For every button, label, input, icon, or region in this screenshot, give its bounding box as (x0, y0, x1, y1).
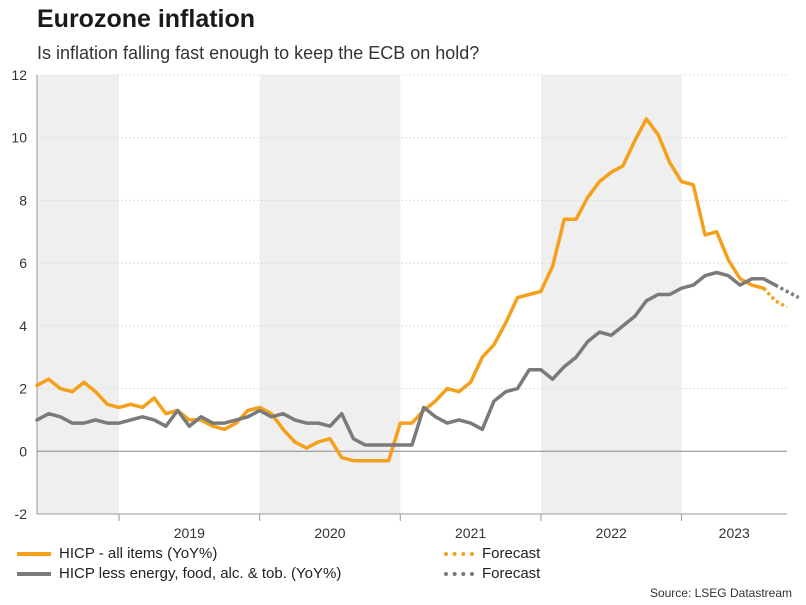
y-axis-ticks: -2 0 2 4 6 8 10 12 (11, 67, 27, 522)
y-tick-label: -2 (15, 506, 28, 522)
x-tick-label: 2023 (719, 525, 750, 541)
legend-label-core: HICP less energy, food, alc. & tob. (YoY… (59, 565, 342, 582)
y-tick-label: 2 (19, 381, 27, 397)
x-tick-label: 2022 (596, 525, 627, 541)
shaded-period (259, 75, 401, 514)
legend-label-hicp-forecast: Forecast (482, 545, 541, 562)
gridlines (37, 74, 787, 390)
chart-title: Eurozone inflation (37, 5, 256, 33)
legend-hicp: HICP - all items (YoY%) (17, 545, 217, 562)
legend-core: HICP less energy, food, alc. & tob. (YoY… (17, 565, 341, 582)
chart-subtitle: Is inflation falling fast enough to keep… (37, 43, 480, 63)
series-lines (35, 117, 800, 463)
y-tick-label: 12 (11, 67, 27, 83)
forecast-line-core (774, 283, 800, 300)
legend-hicp-forecast: Forecast (440, 545, 540, 562)
y-tick-label: 0 (19, 443, 27, 459)
y-tick-label: 4 (19, 318, 27, 334)
x-axis-ticks: 2019 2020 2021 2022 2023 (174, 525, 750, 541)
legend-swatch-core (17, 571, 51, 576)
legend-label-hicp: HICP - all items (YoY%) (59, 545, 218, 562)
forecast-line-hicp (762, 287, 788, 309)
x-tick-label: 2019 (174, 525, 205, 541)
y-tick-label: 6 (19, 255, 27, 271)
series-line-hicp (35, 117, 766, 463)
legend-swatch-core-forecast (444, 571, 474, 576)
shaded-periods (37, 75, 682, 514)
y-tick-label: 10 (11, 130, 27, 146)
legend-core-forecast: Forecast (440, 565, 540, 582)
legend-label-core-forecast: Forecast (482, 565, 541, 582)
y-tick-label: 8 (19, 192, 27, 208)
x-tick-label: 2020 (314, 525, 345, 541)
source-note: Source: LSEG Datastream (649, 586, 792, 600)
series-line-core (35, 270, 778, 447)
legend-swatch-hicp (17, 551, 51, 556)
shaded-period (37, 75, 120, 514)
axes (36, 75, 787, 521)
legend-swatch-hicp-forecast (444, 551, 474, 556)
x-tick-label: 2021 (455, 525, 486, 541)
